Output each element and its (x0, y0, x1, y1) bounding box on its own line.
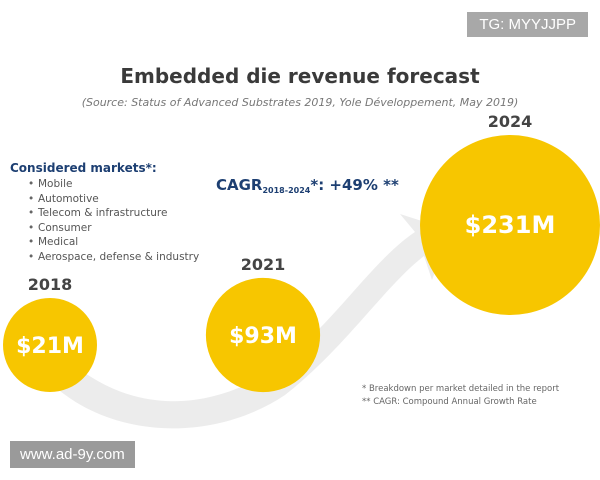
market-item: Mobile (10, 177, 199, 192)
footnotes: * Breakdown per market detailed in the r… (362, 383, 559, 409)
market-item: Telecom & infrastructure (10, 206, 199, 221)
markets-heading: Considered markets*: (10, 161, 157, 175)
year-label-2024: 2024 (488, 112, 533, 131)
market-item: Medical (10, 235, 199, 250)
cagr-prefix: CAGR (216, 176, 263, 194)
bubble-2021 (205, 277, 321, 393)
chart-title: Embedded die revenue forecast (120, 64, 480, 88)
value-label-2021: $93M (229, 324, 297, 349)
footnote-1: * Breakdown per market detailed in the r… (362, 384, 560, 394)
chart-subtitle: (Source: Status of Advanced Substrates 2… (81, 96, 519, 109)
footnote-2: ** CAGR: Compound Annual Growth Rate (362, 397, 537, 407)
value-label-2018: $21M (16, 334, 84, 359)
cagr-label: CAGR2018-2024*: +49% ** (216, 176, 399, 195)
value-label-2024: $231M (465, 211, 556, 239)
cagr-subscript: 2018-2024 (262, 186, 311, 195)
market-item: Automotive (10, 192, 199, 207)
year-label-2021: 2021 (241, 255, 286, 274)
market-item: Aerospace, defense & industry (10, 250, 199, 265)
markets-list: Considered markets*: Mobile Automotive T… (10, 161, 199, 265)
bubble-2024 (420, 135, 600, 315)
market-item: Consumer (10, 221, 199, 236)
cagr-value: *: +49% ** (310, 176, 399, 194)
watermark-bottom: www.ad-9y.com (10, 441, 135, 468)
year-label-2018: 2018 (28, 275, 73, 294)
bubble-2018 (3, 298, 97, 392)
watermark-top: TG: MYYJJPP (467, 12, 588, 37)
